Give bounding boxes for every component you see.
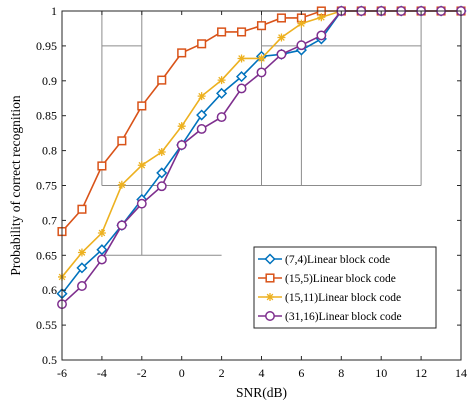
y-tick-label: 0.8 [42, 144, 57, 158]
legend-marker [266, 293, 274, 301]
data-point [97, 161, 107, 171]
data-point [196, 109, 208, 121]
data-point [317, 13, 326, 22]
data-point [216, 87, 228, 99]
data-point [97, 228, 106, 237]
data-point [176, 140, 187, 150]
data-point [197, 39, 207, 49]
data-point [116, 220, 127, 231]
data-point [196, 124, 207, 134]
x-tick-label: 6 [298, 366, 304, 380]
legend-entry: (31,16)Linear block code [258, 311, 402, 323]
data-point [117, 136, 127, 146]
data-point [157, 75, 167, 85]
y-tick-label: 0.9 [42, 74, 57, 88]
x-tick-label: 2 [219, 366, 225, 380]
data-point [237, 27, 247, 37]
x-axis-ticks: -6 -4 -2 0 2 4 6 8 10 12 14 [57, 11, 467, 380]
data-point [216, 112, 227, 123]
data-point [257, 54, 266, 63]
data-point [235, 71, 248, 83]
data-point [276, 13, 286, 23]
legend: (7,4)Linear block code (15,5)Linear block… [253, 246, 437, 329]
data-point [96, 254, 107, 265]
legend-entry: (7,4)Linear block code [258, 253, 390, 266]
data-point [177, 122, 186, 131]
data-point [197, 92, 206, 101]
data-point [137, 161, 146, 170]
legend-label: (31,16)Linear block code [285, 311, 402, 323]
data-point [76, 262, 88, 274]
data-point [96, 244, 108, 256]
legend-marker [264, 253, 276, 265]
y-tick-label: 0.5 [42, 353, 57, 367]
y-tick-label: 0.95 [36, 39, 57, 53]
y-axis-ticks: 0.5 0.55 0.6 0.65 0.7 0.75 0.8 0.85 0.9 0.95 1 [36, 4, 461, 367]
data-point [217, 76, 226, 85]
data-point [157, 147, 166, 156]
x-tick-label: -2 [137, 366, 147, 380]
data-point [156, 167, 168, 179]
data-point [137, 101, 147, 111]
partial-grid [101, 11, 422, 256]
legend-entry: (15,5)Linear block code [258, 273, 396, 285]
y-tick-label: 0.75 [36, 179, 57, 193]
data-point [277, 33, 286, 42]
data-point [77, 281, 87, 291]
y-tick-label: 0.65 [36, 248, 57, 262]
data-point [217, 27, 227, 37]
y-tick-label: 0.7 [42, 213, 57, 227]
x-tick-label: 4 [259, 366, 265, 380]
y-tick-label: 0.85 [36, 109, 57, 123]
x-tick-label: 0 [179, 366, 185, 380]
data-point [77, 204, 87, 214]
data-point [77, 248, 86, 257]
data-point [177, 48, 187, 58]
data-point [236, 83, 247, 94]
data-point [316, 30, 327, 41]
x-tick-label: 10 [375, 366, 387, 380]
data-point [136, 198, 147, 209]
legend-entry: (15,11)Linear block code [258, 292, 401, 304]
data-point [256, 67, 267, 78]
data-point [276, 49, 287, 60]
y-tick-label: 0.6 [42, 283, 57, 297]
x-tick-label: 8 [338, 366, 344, 380]
data-point [296, 40, 307, 51]
data-point [237, 54, 246, 63]
legend-box [253, 246, 437, 329]
y-tick-label: 1 [51, 4, 57, 18]
data-point [156, 181, 167, 192]
data-point [297, 19, 306, 28]
x-tick-label: -4 [97, 366, 107, 380]
x-tick-label: 14 [455, 366, 467, 380]
legend-label: (15,5)Linear block code [285, 273, 396, 285]
y-tick-label: 0.55 [36, 318, 57, 332]
legend-label: (15,11)Linear block code [285, 292, 401, 304]
x-tick-label: -6 [57, 366, 67, 380]
legend-marker [265, 311, 275, 321]
data-point [256, 21, 267, 31]
data-point [117, 180, 126, 189]
x-tick-label: 12 [415, 366, 427, 380]
legend-label: (7,4)Linear block code [285, 254, 390, 266]
x-axis-title: SNR(dB) [236, 385, 287, 400]
legend-marker [265, 273, 275, 283]
y-axis-title: Probability of correct recognition [8, 95, 23, 276]
